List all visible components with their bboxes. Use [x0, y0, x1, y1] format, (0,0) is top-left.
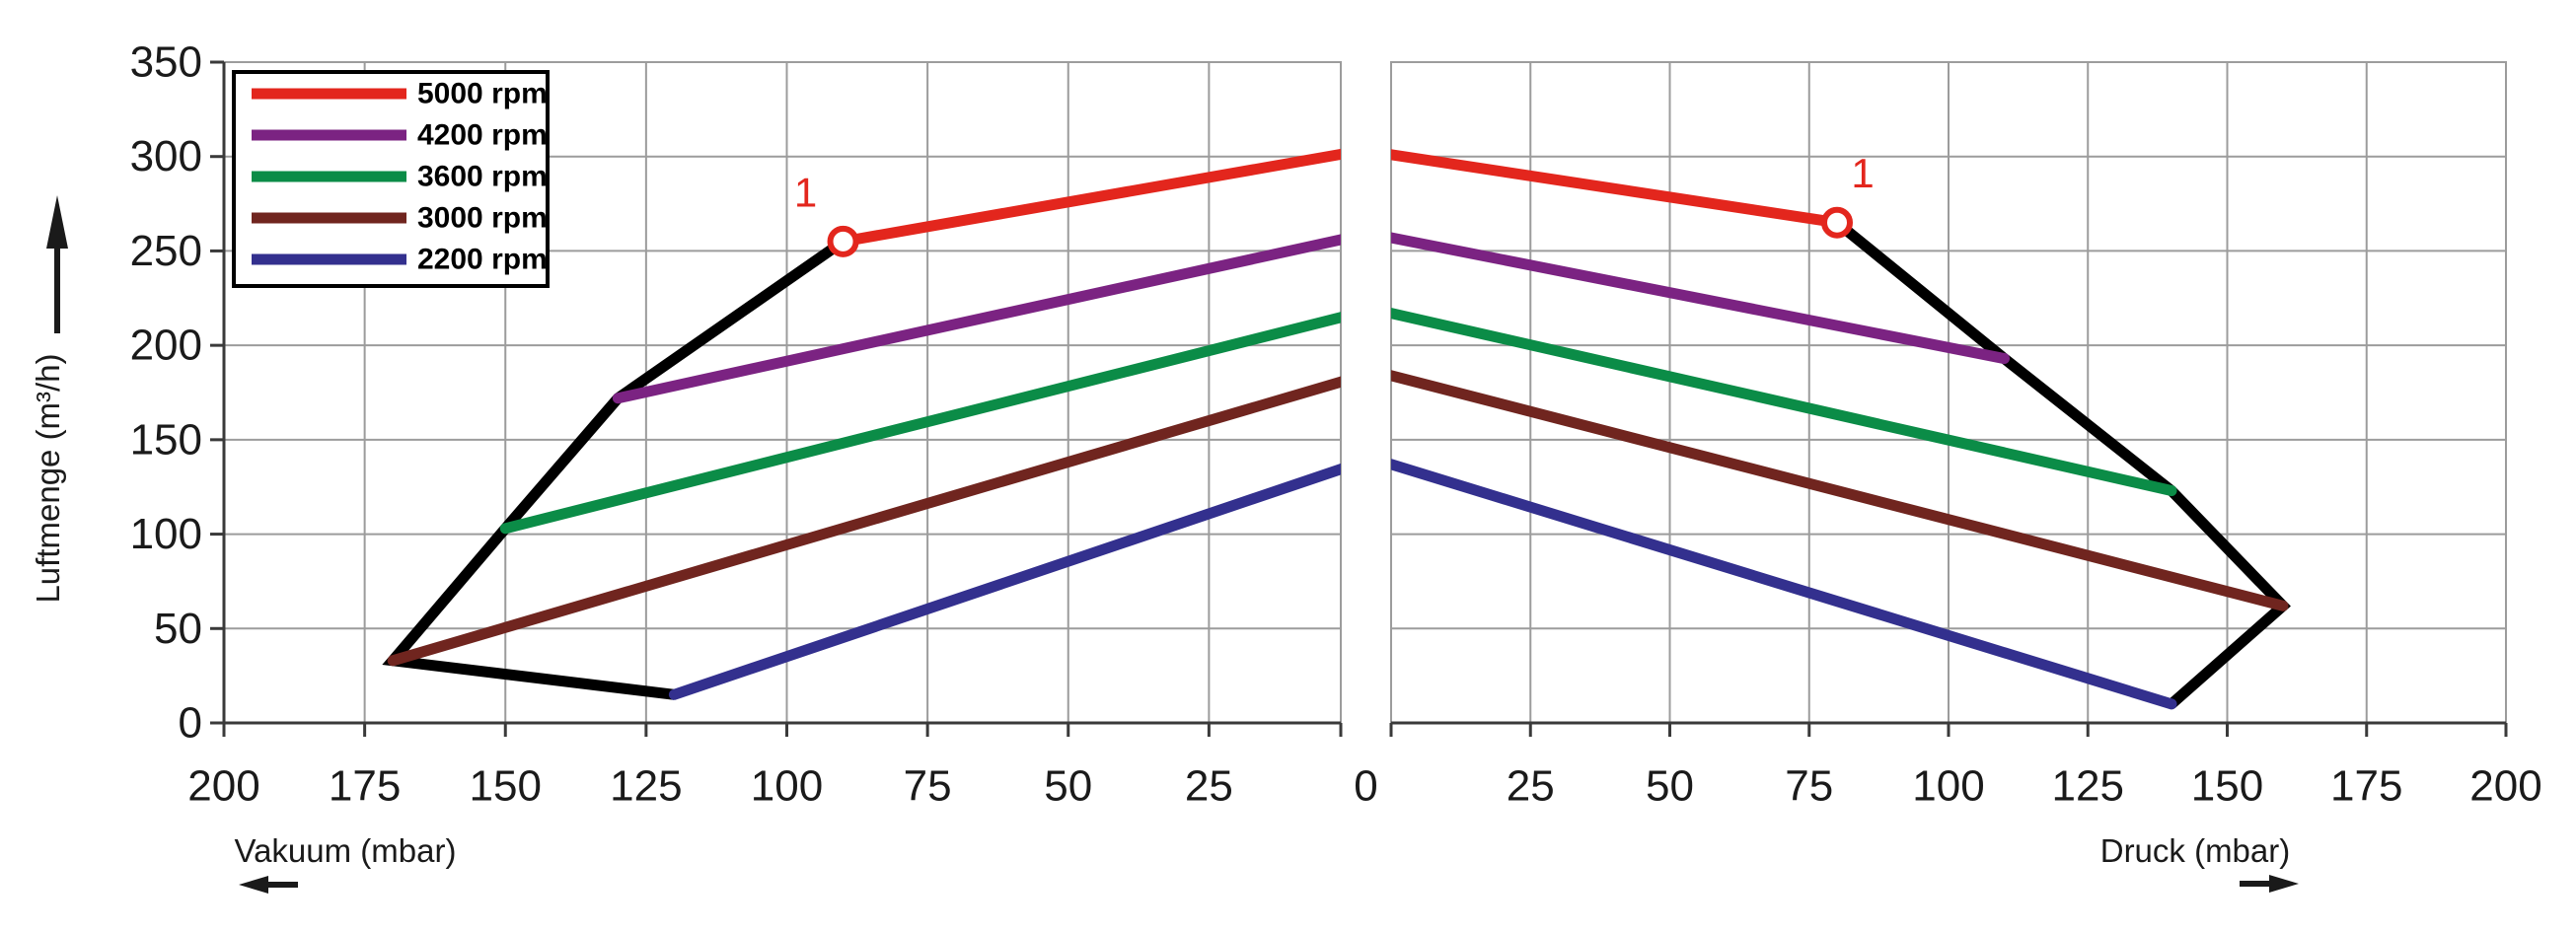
x-tick-label-druck: 100: [1912, 762, 1984, 811]
x-tick-label-vakuum: 100: [751, 762, 823, 811]
legend-label: 4200 rpm: [417, 119, 548, 152]
y-tick-label: 300: [130, 132, 202, 180]
x-tick-label-vakuum: 125: [610, 762, 682, 811]
series-line-3600-rpm-vakuum: [499, 312, 1341, 535]
x-tick-label-druck: 50: [1646, 762, 1694, 811]
y-tick-label: 50: [154, 605, 202, 653]
y-axis-title: Luftmenge (m³/h): [30, 353, 66, 603]
series-line-4200-rpm-vakuum: [612, 234, 1341, 404]
series-line-2200-rpm-vakuum: [668, 463, 1341, 700]
right-arrow-icon: [2240, 875, 2299, 893]
x-tick-label-vakuum: 50: [1044, 762, 1092, 811]
x-tick-label-vakuum: 200: [187, 762, 259, 811]
series-line-2200-rpm-druck: [1391, 459, 2177, 710]
x-tick-label-druck: 175: [2330, 762, 2402, 811]
series-line-3600-rpm-druck: [1391, 308, 2177, 497]
series-line-5000-rpm-vakuum: [838, 148, 1341, 248]
y-tick-label: 150: [130, 415, 202, 464]
legend: 5000 rpm 4200 rpm 3600 rpm 3000 rpm 2200 rpm: [232, 70, 550, 288]
up-arrow-icon: [46, 195, 68, 333]
x-tick-label-druck: 150: [2191, 762, 2263, 811]
operating-point-marker: [827, 225, 859, 257]
operating-point-label: 1: [1851, 150, 1874, 196]
series-line-3000-rpm-druck: [1391, 370, 2289, 611]
x-tick-label-druck: 75: [1785, 762, 1833, 811]
legend-label: 3000 rpm: [417, 202, 548, 235]
legend-label: 2200 rpm: [417, 244, 548, 276]
series-line-4200-rpm-druck: [1391, 232, 2010, 365]
x-tick-label-vakuum: 175: [329, 762, 401, 811]
series-line-5000-rpm-druck: [1391, 149, 1843, 229]
series-line-3000-rpm-vakuum: [387, 376, 1341, 667]
x-tick-label-vakuum: 150: [470, 762, 542, 811]
y-tick-label: 250: [130, 227, 202, 275]
x-axis-title-druck: Druck (mbar): [2100, 832, 2291, 869]
x-tick-label-zero: 0: [1354, 762, 1377, 811]
legend-label: 5000 rpm: [417, 78, 548, 110]
operating-point-marker: [1821, 206, 1853, 239]
y-tick-label: 100: [130, 510, 202, 558]
axes: [210, 60, 2508, 737]
x-axis-title-vakuum: Vakuum (mbar): [235, 832, 457, 869]
operating-point-label: 1: [794, 169, 817, 215]
legend-label: 3600 rpm: [417, 161, 548, 193]
x-tick-label-vakuum: 75: [904, 762, 952, 811]
x-tick-label-vakuum: 25: [1185, 762, 1233, 811]
y-tick-label: 350: [130, 38, 202, 87]
x-tick-label-druck: 25: [1507, 762, 1555, 811]
y-tick-label: 0: [179, 699, 202, 748]
x-tick-label-druck: 125: [2052, 762, 2124, 811]
x-tick-label-druck: 200: [2469, 762, 2541, 811]
left-arrow-icon: [239, 876, 298, 894]
tick-labels: 200 175 150 125 100 75 50 25 25 50 75 100 125 150 175 2…: [130, 38, 2542, 811]
y-tick-label: 200: [130, 322, 202, 370]
